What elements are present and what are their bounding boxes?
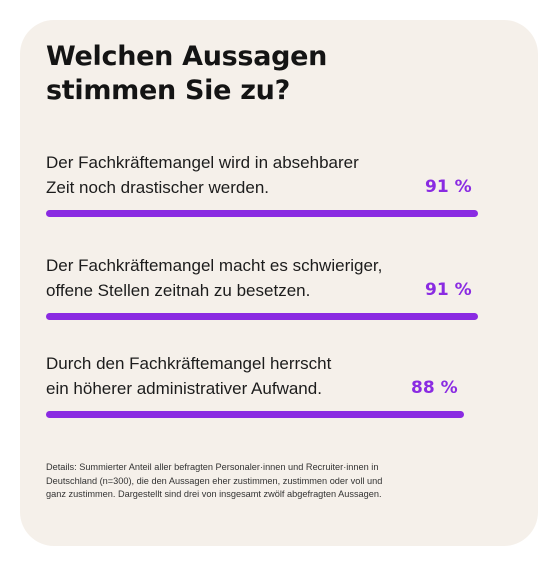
value-label-1: 91 %	[425, 177, 472, 197]
category-2-line-1: Der Fachkräftemangel macht es schwierige…	[46, 256, 383, 275]
bar-item-1: Der Fachkräftemangel wird in absehbarer Z…	[46, 150, 478, 220]
category-label-3: Durch den Fachkräftemangel herrscht ein h…	[46, 351, 331, 401]
title-line-1: Welchen Aussagen	[46, 41, 328, 72]
chart-title: Welchen Aussagen stimmen Sie zu?	[46, 40, 466, 108]
category-1-line-1: Der Fachkräftemangel wird in absehbarer	[46, 153, 359, 172]
note-line-2: Deutschland (n=300), die den Aussagen eh…	[46, 475, 383, 486]
title-line-2: stimmen Sie zu?	[46, 75, 290, 106]
note-line-1: Details: Summierter Anteil aller befragt…	[46, 462, 379, 472]
bar-2	[46, 313, 478, 320]
bar-1	[46, 210, 478, 217]
bar-item-3: Durch den Fachkräftemangel herrscht ein h…	[46, 351, 478, 421]
category-label-1: Der Fachkräftemangel wird in absehbarer Z…	[46, 150, 359, 200]
value-label-2: 91 %	[425, 280, 472, 300]
bar-item-2: Der Fachkräftemangel macht es schwierige…	[46, 253, 478, 323]
chart-card	[20, 20, 538, 546]
category-2-line-2: offene Stellen zeitnah zu besetzen.	[46, 281, 311, 300]
category-1-line-2: Zeit noch drastischer werden.	[46, 178, 269, 197]
category-3-line-2: ein höherer administrativer Aufwand.	[46, 379, 322, 398]
value-label-3: 88 %	[411, 378, 458, 398]
category-label-2: Der Fachkräftemangel macht es schwierige…	[46, 253, 382, 303]
note-line-3: ganz zustimmen. Dargestellt sind drei vo…	[46, 489, 382, 499]
details-note: Details: Summierter Anteil aller befragt…	[46, 461, 466, 502]
bar-3	[46, 411, 464, 418]
category-3-line-1: Durch den Fachkräftemangel herrscht	[46, 354, 332, 373]
